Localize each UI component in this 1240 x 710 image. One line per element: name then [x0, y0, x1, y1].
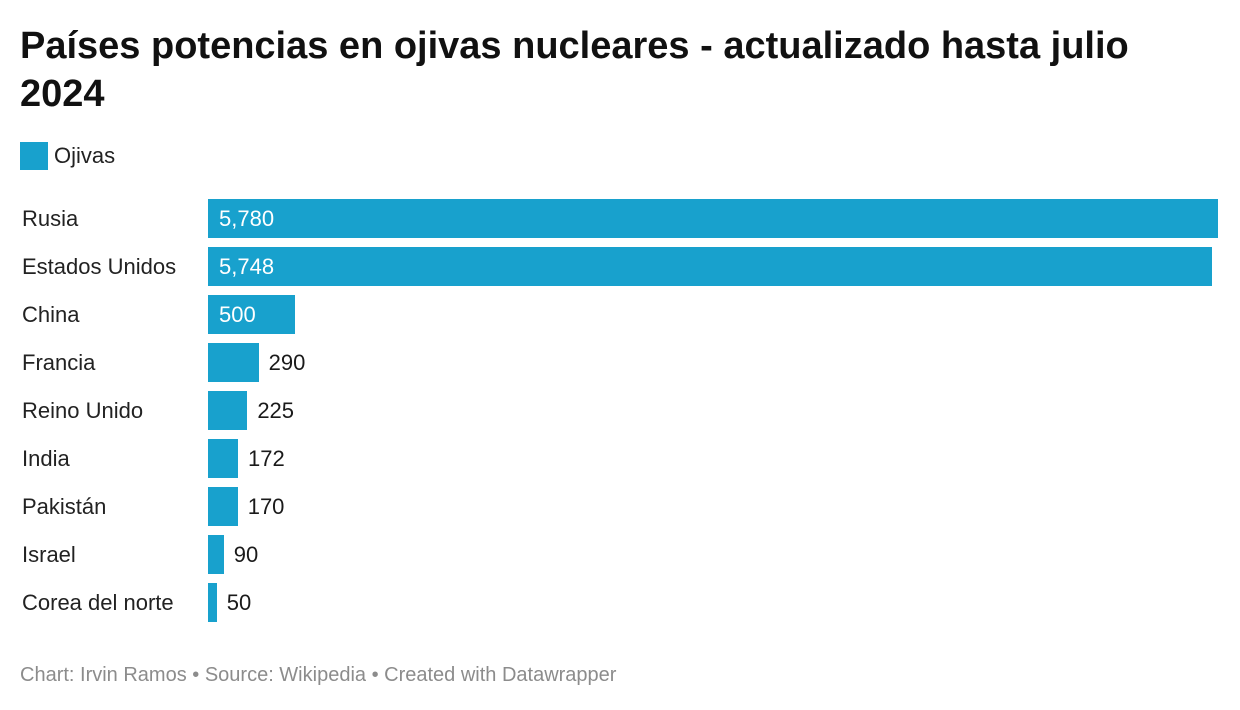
bar [208, 487, 238, 526]
category-label: Reino Unido [22, 398, 144, 423]
bar-row: Rusia 5,780 [0, 190, 1240, 238]
legend-swatch [20, 142, 48, 170]
chart-title: Países potencias en ojivas nucleares - a… [20, 25, 1129, 115]
category-label: India [22, 446, 70, 471]
bar [208, 583, 217, 622]
bar-row: Pakistán 170 [0, 478, 1240, 526]
bar [208, 391, 248, 430]
bar-row: China 500 [0, 286, 1240, 334]
value-label: 225 [257, 398, 295, 423]
bar-row: Estados Unidos 5,748 [0, 238, 1240, 286]
category-label: Estados Unidos [22, 254, 177, 279]
category-label: Israel [22, 542, 76, 567]
bar-row: Reino Unido 225 [0, 382, 1240, 430]
category-label: Rusia [22, 206, 79, 231]
value-label: 170 [247, 494, 285, 519]
value-label: 50 [226, 590, 252, 615]
category-label: China [22, 302, 80, 327]
value-label: 172 [248, 446, 285, 471]
value-label: 5,748 [219, 254, 275, 279]
legend: Ojivas [20, 142, 115, 170]
bar [208, 535, 224, 574]
bar [208, 247, 1213, 286]
value-label: 290 [268, 350, 306, 375]
bar [208, 343, 259, 382]
bar [208, 295, 296, 334]
bar-row: India 172 [0, 430, 1240, 478]
value-label: 500 [219, 302, 256, 327]
value-label: 5,780 [219, 206, 275, 231]
category-label: Corea del norte [22, 590, 174, 615]
bar-row: Israel 90 [0, 526, 1240, 574]
category-label: Pakistán [22, 494, 107, 519]
bar [208, 439, 239, 478]
category-label: Francia [22, 350, 96, 375]
bar-chart: Rusia 5,780 Estados Unidos 5,748 China 500 Fra… [0, 190, 1240, 630]
bar [208, 199, 1218, 238]
bar-row: Francia 290 [0, 334, 1240, 382]
legend-label: Ojivas [54, 143, 116, 168]
bar-row: Corea del norte 50 [0, 574, 1240, 622]
chart-footer: Chart: Irvin Ramos • Source: Wikipedia •… [20, 664, 617, 686]
value-label: 90 [233, 542, 259, 567]
